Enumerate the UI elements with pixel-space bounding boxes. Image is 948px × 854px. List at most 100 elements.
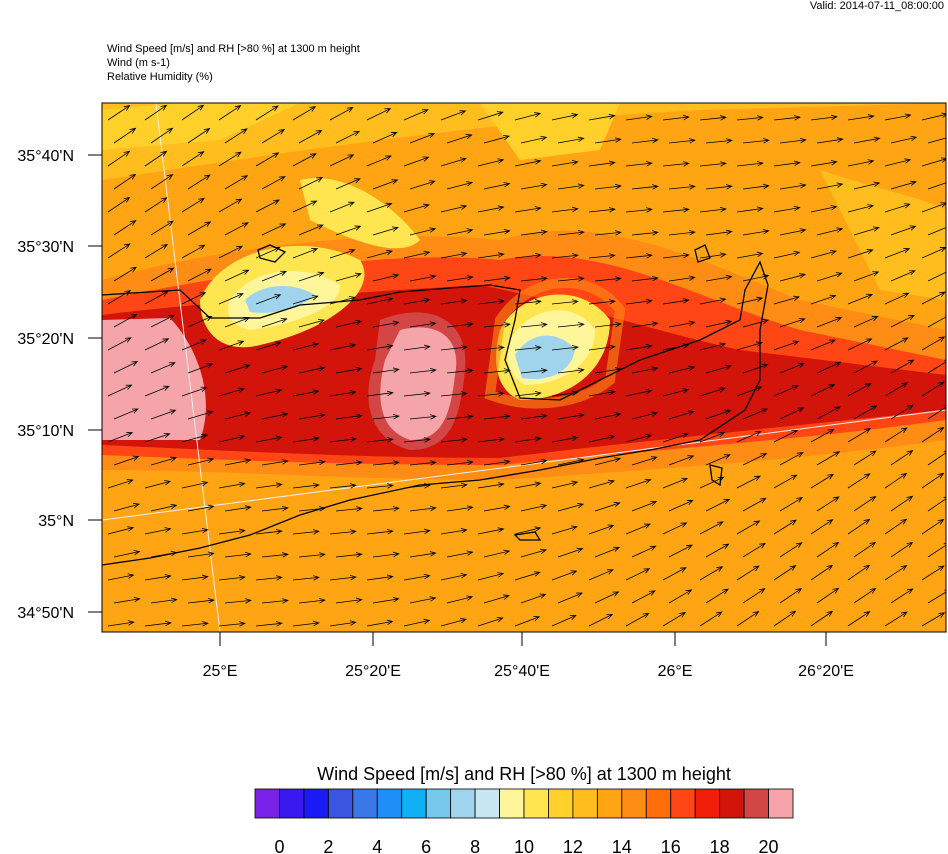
wind-arrow (779, 542, 803, 558)
wind-arrow (329, 529, 357, 535)
wind-arrow (551, 435, 579, 443)
wind-arrow (446, 321, 474, 328)
lat-label: 35°40'N (17, 148, 74, 165)
wind-arrow (847, 564, 871, 581)
wind-arrow (187, 597, 215, 604)
map-frame (101, 102, 947, 633)
wind-arrow (773, 295, 800, 305)
wind-arrow (107, 290, 132, 305)
wind-arrow (890, 180, 917, 190)
colorbar-swatch (254, 788, 280, 819)
wind-arrow (372, 551, 400, 558)
wind-arrow (150, 267, 175, 282)
wind-arrow (779, 273, 807, 282)
wind-arrow (662, 207, 690, 213)
wind-arrow (440, 298, 468, 305)
wind-arrow (921, 157, 946, 167)
wind-arrow (662, 343, 690, 351)
wind-arrow (514, 526, 542, 535)
wind-arrow (477, 298, 505, 305)
wind-arrow (446, 275, 474, 282)
wind-arrow (853, 181, 881, 190)
wind-arrow (810, 339, 836, 351)
wind-arrow (662, 252, 690, 259)
wind-arrow (514, 616, 541, 627)
wind-arrow (631, 184, 659, 190)
wind-arrow (594, 412, 622, 420)
latitude-labels: 35°40'N 35°30'N 35°20'N 35°10'N 35°N 34°50'N (17, 148, 102, 622)
wind-arrow (187, 363, 214, 374)
wind-arrow (668, 230, 696, 236)
wind-arrow (736, 565, 760, 581)
wind-arrow (187, 315, 213, 328)
wind-arrow (372, 597, 400, 604)
wind-arrow (440, 618, 468, 627)
wind-arrow (255, 435, 283, 443)
wind-arrow (329, 343, 357, 351)
wind-arrow (255, 246, 281, 259)
wind-arrow (483, 229, 511, 236)
wind-arrow (520, 276, 548, 282)
wind-arrow (520, 503, 548, 512)
wind-arrow (372, 179, 399, 190)
wind-arrow (705, 498, 731, 512)
wind-arrow (329, 620, 357, 627)
wind-arrow (113, 361, 139, 374)
wind-arrow (446, 181, 474, 190)
wind-arrow (921, 112, 946, 121)
wind-arrow (261, 505, 289, 512)
header: Wind Speed [m/s] and RH [>80 %] at 1300 … (107, 43, 360, 83)
wind-arrow (187, 221, 212, 236)
header-line: Wind (m s-1) (107, 57, 170, 69)
wind-arrow (853, 495, 877, 512)
wind-arrow (668, 500, 694, 512)
wind-arrow (779, 137, 807, 144)
wind-arrow (662, 388, 690, 397)
wind-arrow (625, 568, 651, 581)
wind-arrow (446, 368, 474, 374)
contour-fill (102, 103, 946, 480)
wind-arrow (366, 483, 394, 489)
wind-arrow (662, 161, 690, 167)
colorbar-label: 10 (514, 837, 534, 854)
lon-label: 25°40'E (494, 663, 550, 680)
wind-arrow (890, 135, 918, 144)
wind-arrow (884, 472, 908, 489)
wind-arrow (588, 479, 616, 489)
wind-arrow (921, 291, 946, 305)
wind-vectors (107, 104, 946, 627)
wind-arrow (810, 564, 834, 581)
wind-arrow (884, 248, 911, 259)
wind-arrow (921, 381, 945, 397)
wind-arrow (927, 227, 946, 236)
wind-arrow (588, 389, 616, 397)
colorbar-swatch (499, 788, 525, 819)
wind-arrow (890, 225, 917, 236)
wind-arrow (884, 337, 909, 351)
wind-arrow (477, 391, 505, 397)
wind-arrow (557, 276, 585, 282)
wind-arrow (366, 155, 392, 167)
wind-arrow (144, 150, 168, 167)
longitude-labels: 25°E 25°20'E 25°40'E 26°E 26°20'E (203, 632, 854, 680)
wind-arrow (810, 205, 838, 213)
wind-arrow (372, 367, 400, 374)
wind-arrow (520, 322, 548, 328)
wind-arrow (372, 320, 400, 328)
wind-arrow (483, 368, 511, 374)
wind-arrow (113, 313, 138, 328)
wind-arrow (588, 434, 616, 443)
wind-arrow (631, 366, 659, 374)
wind-arrow (884, 292, 910, 305)
wind-arrow (773, 429, 799, 443)
colorbar-label: 4 (372, 837, 382, 854)
wind-arrow (699, 206, 727, 213)
wind-arrow (335, 413, 363, 420)
lat-label: 35°20'N (17, 331, 74, 348)
wind-arrow (625, 433, 653, 443)
wind-arrow (483, 275, 511, 282)
wind-arrow (779, 183, 807, 190)
wind-arrow (705, 319, 733, 328)
wind-arrow (335, 319, 363, 328)
wind-arrow (884, 427, 908, 443)
